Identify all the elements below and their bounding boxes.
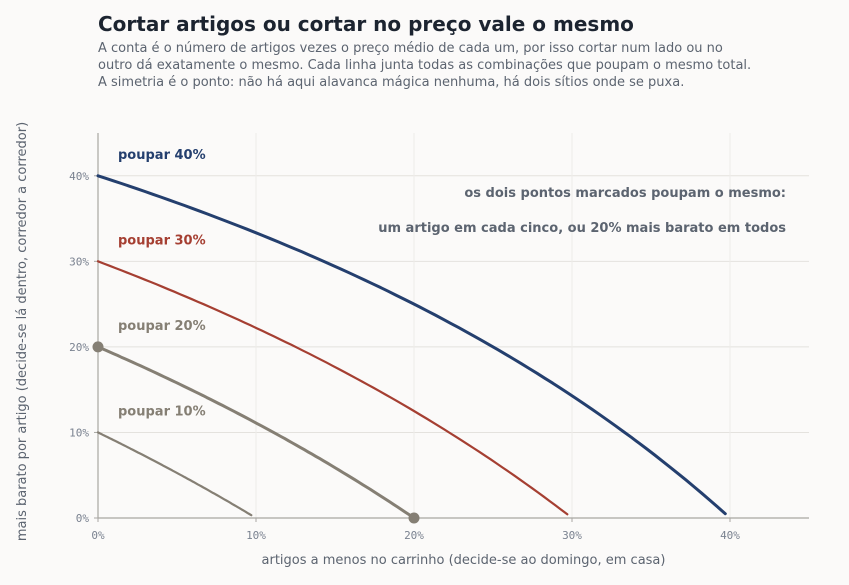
series-line [96, 260, 569, 516]
y-tick-label: 30% [69, 255, 89, 268]
grid [98, 133, 809, 518]
series-label: poupar 20% [118, 319, 206, 334]
annotation-line: os dois pontos marcados poupam o mesmo: [464, 186, 786, 201]
x-axis-title: artigos a menos no carrinho (decide-se a… [262, 553, 666, 568]
subtitle-line: A simetria é o ponto: não há aqui alavan… [98, 75, 685, 90]
y-tick-label: 10% [69, 426, 89, 439]
highlight-point [92, 341, 104, 353]
series-label: poupar 10% [118, 404, 206, 419]
x-tick-label: 40% [720, 529, 740, 542]
annotation-line: um artigo em cada cinco, ou 20% mais bar… [378, 221, 786, 236]
series-label: poupar 30% [118, 233, 206, 248]
x-tick-label: 10% [246, 529, 266, 542]
chart-title: Cortar artigos ou cortar no preço vale o… [98, 12, 634, 36]
series-line [96, 174, 727, 516]
y-tick-label: 40% [69, 170, 89, 183]
x-tick-label: 0% [91, 529, 105, 542]
x-tick-label: 20% [404, 529, 424, 542]
y-tick-label: 20% [69, 341, 89, 354]
series [96, 174, 727, 517]
chart-subtitle: A conta é o número de artigos vezes o pr… [98, 40, 798, 91]
series-line [96, 345, 411, 517]
highlight-point [408, 512, 420, 524]
subtitle-line: A conta é o número de artigos vezes o pr… [98, 41, 723, 56]
highlight-points [92, 341, 420, 524]
subtitle-line: outro dá exatamente o mesmo. Cada linha … [98, 58, 752, 73]
axes: 0% 10% 20% 30% 40% 0% 10% 20% 30% 40% artigos a me… [15, 122, 809, 568]
series-label: poupar 40% [118, 148, 206, 163]
labels: poupar 10% poupar 20% poupar 30% poupar 40%… [118, 148, 786, 420]
y-tick-label: 0% [76, 512, 90, 525]
series-line [96, 431, 253, 517]
x-tick-label: 30% [562, 529, 582, 542]
y-axis-title: mais barato por artigo (decide-se lá den… [15, 122, 30, 541]
